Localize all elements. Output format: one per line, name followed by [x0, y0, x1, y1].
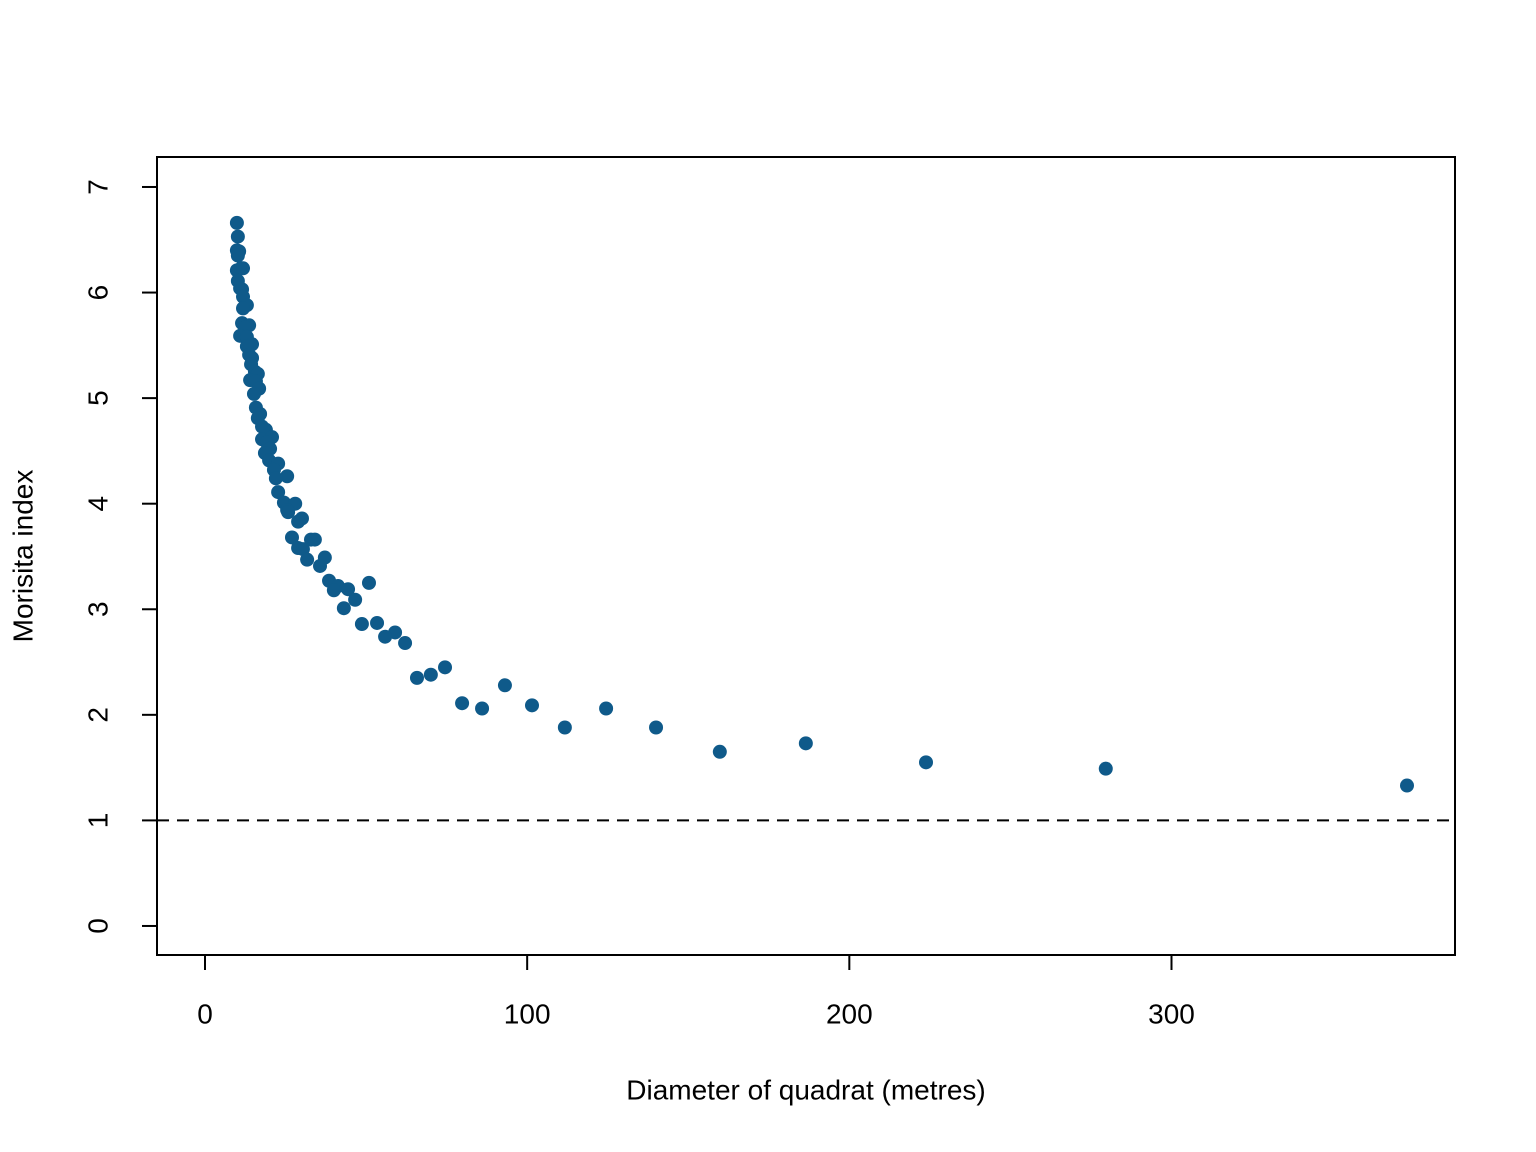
point: [361, 575, 376, 590]
point: [348, 592, 363, 607]
point: [378, 629, 393, 644]
point: [919, 755, 934, 770]
point: [284, 530, 299, 545]
y-tick-label: 6: [82, 285, 113, 301]
point: [295, 542, 310, 557]
point: [280, 469, 295, 484]
point: [1098, 761, 1113, 776]
point: [229, 215, 244, 230]
point: [341, 582, 356, 597]
plot-box: [156, 156, 1456, 956]
x-tick-label: 100: [504, 998, 551, 1029]
y-tick-label: 4: [82, 496, 113, 512]
point: [354, 617, 369, 632]
point: [712, 744, 727, 759]
point: [524, 698, 539, 713]
point: [409, 670, 424, 685]
y-tick-label: 3: [82, 601, 113, 617]
point: [307, 532, 322, 547]
point: [599, 701, 614, 716]
x-tick-label: 200: [826, 998, 873, 1029]
point: [313, 558, 328, 573]
point: [370, 615, 385, 630]
y-tick-label: 2: [82, 707, 113, 723]
point: [246, 386, 261, 401]
point: [230, 248, 245, 263]
point: [268, 471, 283, 486]
point: [557, 720, 572, 735]
point: [326, 583, 341, 598]
point: [438, 660, 453, 675]
point: [1399, 778, 1414, 793]
point: [423, 667, 438, 682]
point: [300, 552, 315, 567]
point: [798, 736, 813, 751]
point: [230, 229, 245, 244]
point: [236, 301, 251, 316]
x-axis-label: Diameter of quadrat (metres): [626, 1074, 985, 1105]
x-tick-label: 300: [1148, 998, 1195, 1029]
point: [271, 485, 286, 500]
y-tick-label: 5: [82, 390, 113, 406]
point: [455, 696, 470, 711]
y-tick-label: 7: [82, 179, 113, 195]
point: [398, 636, 413, 651]
point: [497, 678, 512, 693]
point: [475, 701, 490, 716]
y-tick-label: 1: [82, 813, 113, 829]
point: [236, 261, 251, 276]
point: [281, 505, 296, 520]
point: [291, 514, 306, 529]
point: [649, 720, 664, 735]
y-tick-label: 0: [82, 918, 113, 934]
y-axis-label: Morisita index: [7, 470, 38, 643]
point: [336, 601, 351, 616]
x-tick-label: 0: [197, 998, 213, 1029]
